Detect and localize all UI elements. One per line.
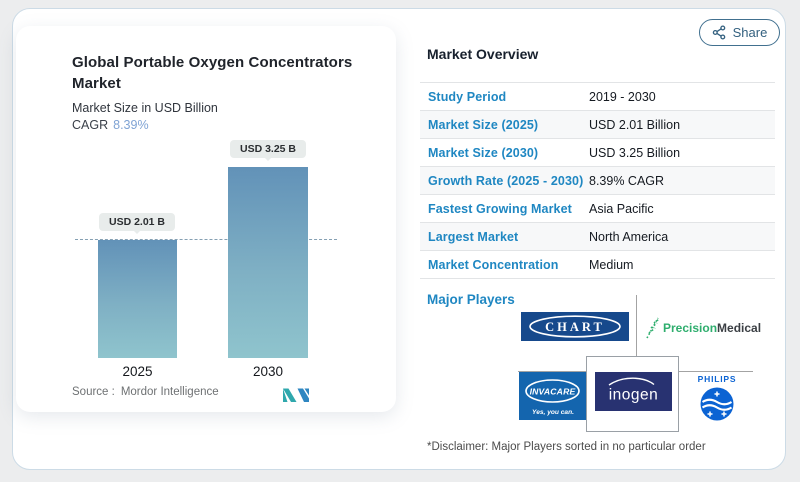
reference-line <box>75 238 337 240</box>
connector-line-vertical <box>636 295 637 357</box>
row-label: Market Concentration <box>428 257 559 272</box>
share-icon <box>712 25 725 40</box>
table-row: Market Size (2025) USD 2.01 Billion <box>420 111 775 139</box>
share-label: Share <box>732 25 768 40</box>
inogen-logo-card: inogen <box>586 356 679 432</box>
source-label: Source : <box>72 386 115 398</box>
precision-text-green: Precision <box>663 321 718 335</box>
x-axis-label-2030: 2030 <box>252 364 284 379</box>
cagr-value: 8.39% <box>113 117 149 132</box>
row-label: Fastest Growing Market <box>428 201 572 216</box>
row-label: Largest Market <box>428 229 519 244</box>
disclaimer-text: *Disclaimer: Major Players sorted in no … <box>427 441 706 453</box>
row-label: Growth Rate (2025 - 2030) <box>428 173 584 188</box>
precision-sprig-icon <box>646 317 660 339</box>
x-axis-label-2025: 2025 <box>122 364 153 379</box>
row-label: Study Period <box>428 89 507 104</box>
chart-title: Global Portable Oxygen Concentrators Mar… <box>72 54 353 93</box>
row-value: Medium <box>589 257 634 272</box>
source-row: Source : Mordor Intelligence <box>72 386 219 398</box>
bar-2025 <box>98 239 177 358</box>
philips-logo: PHILIPS <box>692 374 742 427</box>
chart-card: Global Portable Oxygen Concentrators Mar… <box>16 26 396 412</box>
source-value: Mordor Intelligence <box>120 386 219 398</box>
table-row: Market Size (2030) USD 3.25 Billion <box>420 139 775 167</box>
philips-shield-icon <box>700 387 734 421</box>
market-overview-heading: Market Overview <box>427 46 539 62</box>
chart-industries-logo: CHART <box>521 312 629 341</box>
bar-2030 <box>228 167 308 358</box>
cagr-label: CAGR <box>72 117 109 132</box>
precision-text-dark: Medical <box>717 321 762 335</box>
share-button[interactable]: Share <box>699 19 780 46</box>
chart-subtitle: Market Size in USD Billion <box>72 100 218 115</box>
precision-medical-logo: PrecisionMedical <box>645 310 761 340</box>
row-value: 8.39% CAGR <box>589 173 665 188</box>
row-value: USD 2.01 Billion <box>589 117 681 132</box>
chart-logo-text: CHART <box>545 320 605 334</box>
table-row: Largest Market North America <box>420 223 775 251</box>
row-label: Market Size (2025) <box>428 117 539 132</box>
invacare-logo: INVACARE Yes, you can. <box>519 372 586 420</box>
chart-header: Global Portable Oxygen Concentrators Mar… <box>72 52 364 132</box>
table-row: Study Period 2019 - 2030 <box>420 83 775 111</box>
invacare-logo-text: INVACARE <box>530 387 576 397</box>
market-overview-table: Study Period 2019 - 2030 Market Size (202… <box>420 82 775 279</box>
table-row: Growth Rate (2025 - 2030) 8.39% CAGR <box>420 167 775 195</box>
bar-value-label-2030: USD 3.25 B <box>230 140 306 161</box>
row-value: USD 3.25 Billion <box>589 145 681 160</box>
bar-value-label-2025: USD 2.01 B <box>99 212 175 234</box>
cagr-row: CAGR 8.39% <box>72 118 364 132</box>
table-row: Market Concentration Medium <box>420 251 775 279</box>
row-value: Asia Pacific <box>589 201 654 216</box>
mordor-intelligence-logo-icon <box>283 388 309 402</box>
table-row: Fastest Growing Market Asia Pacific <box>420 195 775 223</box>
row-label: Market Size (2030) <box>428 145 539 160</box>
inogen-logo: inogen <box>595 372 672 411</box>
invacare-tagline-text: Yes, you can. <box>532 409 574 416</box>
row-value: 2019 - 2030 <box>589 89 656 104</box>
row-value: North America <box>589 229 669 244</box>
inogen-logo-text: inogen <box>609 387 659 404</box>
philips-logo-text: PHILIPS <box>697 374 737 384</box>
major-players-heading: Major Players <box>427 292 515 307</box>
